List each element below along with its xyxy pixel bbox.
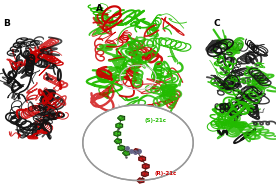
Text: C: C — [213, 19, 220, 28]
Polygon shape — [123, 151, 129, 156]
Polygon shape — [114, 131, 121, 136]
Text: (R)-21c: (R)-21c — [155, 171, 177, 176]
Text: B: B — [3, 19, 10, 28]
Polygon shape — [142, 164, 149, 169]
Polygon shape — [133, 149, 140, 154]
Circle shape — [83, 105, 193, 180]
Polygon shape — [118, 145, 125, 151]
Text: (S)-21c: (S)-21c — [145, 119, 167, 123]
Polygon shape — [118, 116, 124, 121]
Polygon shape — [142, 171, 148, 177]
Polygon shape — [139, 156, 145, 161]
Polygon shape — [114, 139, 121, 144]
Polygon shape — [137, 178, 144, 183]
Text: A: A — [96, 4, 103, 13]
Polygon shape — [116, 123, 123, 128]
